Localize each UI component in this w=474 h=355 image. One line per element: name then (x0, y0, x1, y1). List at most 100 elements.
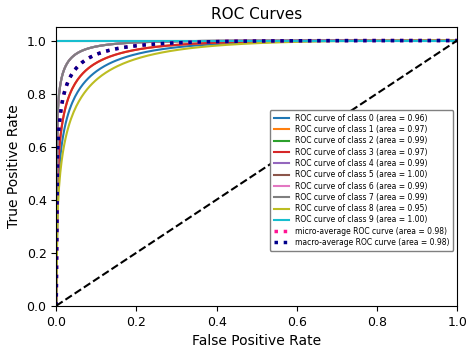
ROC curve of class 7 (area = 0.99) (299, 38, 304, 43)
micro-average ROC curve (area = 0.98) (55, 151, 60, 155)
Line: ROC curve of class 4 (area = 0.99): ROC curve of class 4 (area = 0.99) (56, 40, 457, 306)
macro-average ROC curve (area = 0.98) (292, 39, 298, 43)
ROC curve of class 7 (area = 0.99) (291, 38, 296, 43)
micro-average ROC curve (area = 0.98) (454, 38, 460, 43)
ROC curve of class 9 (area = 1.00) (54, 304, 59, 308)
ROC curve of class 7 (area = 0.99) (391, 38, 397, 43)
ROC curve of class 2 (area = 0.99) (391, 38, 397, 43)
macro-average ROC curve (area = 0.98) (291, 39, 296, 43)
ROC curve of class 2 (area = 0.99) (291, 38, 296, 43)
ROC curve of class 3 (area = 0.97) (454, 38, 460, 43)
ROC curve of class 0 (area = 0.96) (292, 39, 298, 44)
ROC curve of class 5 (area = 1.00) (454, 38, 460, 43)
Line: ROC curve of class 3 (area = 0.97): ROC curve of class 3 (area = 0.97) (56, 40, 457, 306)
ROC curve of class 9 (area = 1.00) (454, 38, 460, 43)
ROC curve of class 0 (area = 0.96) (291, 39, 296, 44)
micro-average ROC curve (area = 0.98) (299, 39, 304, 43)
ROC curve of class 3 (area = 0.97) (55, 176, 60, 181)
ROC curve of class 8 (area = 0.95) (391, 39, 397, 43)
ROC curve of class 0 (area = 0.96) (54, 304, 59, 308)
ROC curve of class 8 (area = 0.95) (55, 211, 60, 215)
ROC curve of class 8 (area = 0.95) (299, 40, 304, 44)
ROC curve of class 1 (area = 0.97) (291, 39, 296, 43)
ROC curve of class 0 (area = 0.96) (299, 39, 304, 43)
Line: ROC curve of class 1 (area = 0.97): ROC curve of class 1 (area = 0.97) (56, 40, 457, 306)
ROC curve of class 4 (area = 0.99) (299, 38, 304, 43)
Legend: ROC curve of class 0 (area = 0.96), ROC curve of class 1 (area = 0.97), ROC curv: ROC curve of class 0 (area = 0.96), ROC … (270, 110, 453, 251)
ROC curve of class 8 (area = 0.95) (54, 304, 59, 308)
Line: ROC curve of class 0 (area = 0.96): ROC curve of class 0 (area = 0.96) (56, 40, 457, 306)
Line: ROC curve of class 2 (area = 0.99): ROC curve of class 2 (area = 0.99) (56, 40, 457, 306)
macro-average ROC curve (area = 0.98) (54, 304, 59, 308)
ROC curve of class 4 (area = 0.99) (55, 113, 60, 118)
macro-average ROC curve (area = 0.98) (299, 39, 304, 43)
micro-average ROC curve (area = 0.98) (291, 39, 296, 43)
ROC curve of class 9 (area = 1.00) (54, 38, 59, 43)
ROC curve of class 8 (area = 0.95) (292, 40, 298, 44)
ROC curve of class 6 (area = 0.99) (454, 38, 460, 43)
macro-average ROC curve (area = 0.98) (454, 38, 460, 43)
ROC curve of class 0 (area = 0.96) (55, 196, 60, 200)
ROC curve of class 1 (area = 0.97) (391, 38, 397, 43)
ROC curve of class 5 (area = 1.00) (54, 304, 59, 308)
micro-average ROC curve (area = 0.98) (292, 39, 298, 43)
Line: ROC curve of class 6 (area = 0.99): ROC curve of class 6 (area = 0.99) (56, 40, 457, 306)
ROC curve of class 6 (area = 0.99) (291, 38, 296, 43)
micro-average ROC curve (area = 0.98) (391, 38, 397, 43)
ROC curve of class 0 (area = 0.96) (391, 38, 397, 43)
ROC curve of class 3 (area = 0.97) (391, 38, 397, 43)
X-axis label: False Positive Rate: False Positive Rate (192, 334, 321, 348)
macro-average ROC curve (area = 0.98) (417, 38, 422, 43)
ROC curve of class 4 (area = 0.99) (54, 304, 59, 308)
micro-average ROC curve (area = 0.98) (417, 38, 422, 43)
ROC curve of class 2 (area = 0.99) (417, 38, 422, 43)
ROC curve of class 4 (area = 0.99) (454, 38, 460, 43)
micro-average ROC curve (area = 0.98) (54, 304, 59, 308)
Line: ROC curve of class 9 (area = 1.00): ROC curve of class 9 (area = 1.00) (56, 40, 457, 306)
ROC curve of class 4 (area = 0.99) (292, 38, 298, 43)
Line: micro-average ROC curve (area = 0.98): micro-average ROC curve (area = 0.98) (56, 40, 457, 306)
ROC curve of class 0 (area = 0.96) (454, 38, 460, 43)
ROC curve of class 2 (area = 0.99) (299, 38, 304, 43)
ROC curve of class 1 (area = 0.97) (55, 176, 60, 181)
ROC curve of class 3 (area = 0.97) (291, 39, 296, 43)
ROC curve of class 4 (area = 0.99) (391, 38, 397, 43)
ROC curve of class 3 (area = 0.97) (292, 39, 298, 43)
ROC curve of class 7 (area = 0.99) (454, 38, 460, 43)
macro-average ROC curve (area = 0.98) (55, 151, 60, 155)
ROC curve of class 0 (area = 0.96) (417, 38, 422, 43)
ROC curve of class 1 (area = 0.97) (454, 38, 460, 43)
ROC curve of class 6 (area = 0.99) (55, 113, 60, 118)
ROC curve of class 1 (area = 0.97) (54, 304, 59, 308)
ROC curve of class 3 (area = 0.97) (299, 39, 304, 43)
ROC curve of class 4 (area = 0.99) (417, 38, 422, 43)
ROC curve of class 7 (area = 0.99) (417, 38, 422, 43)
ROC curve of class 1 (area = 0.97) (417, 38, 422, 43)
ROC curve of class 7 (area = 0.99) (292, 38, 298, 43)
ROC curve of class 5 (area = 1.00) (54, 38, 59, 43)
ROC curve of class 1 (area = 0.97) (299, 39, 304, 43)
ROC curve of class 6 (area = 0.99) (417, 38, 422, 43)
ROC curve of class 4 (area = 0.99) (291, 38, 296, 43)
Y-axis label: True Positive Rate: True Positive Rate (7, 105, 21, 228)
macro-average ROC curve (area = 0.98) (391, 38, 397, 43)
ROC curve of class 2 (area = 0.99) (55, 113, 60, 118)
ROC curve of class 7 (area = 0.99) (54, 304, 59, 308)
ROC curve of class 8 (area = 0.95) (417, 38, 422, 43)
ROC curve of class 2 (area = 0.99) (292, 38, 298, 43)
ROC curve of class 6 (area = 0.99) (299, 38, 304, 43)
ROC curve of class 2 (area = 0.99) (54, 304, 59, 308)
ROC curve of class 7 (area = 0.99) (55, 113, 60, 118)
Line: ROC curve of class 7 (area = 0.99): ROC curve of class 7 (area = 0.99) (56, 40, 457, 306)
ROC curve of class 6 (area = 0.99) (292, 38, 298, 43)
Line: ROC curve of class 5 (area = 1.00): ROC curve of class 5 (area = 1.00) (56, 40, 457, 306)
Title: ROC Curves: ROC Curves (211, 7, 302, 22)
ROC curve of class 8 (area = 0.95) (291, 40, 296, 44)
Line: ROC curve of class 8 (area = 0.95): ROC curve of class 8 (area = 0.95) (56, 40, 457, 306)
Line: macro-average ROC curve (area = 0.98): macro-average ROC curve (area = 0.98) (56, 40, 457, 306)
ROC curve of class 3 (area = 0.97) (54, 304, 59, 308)
ROC curve of class 8 (area = 0.95) (454, 38, 460, 43)
ROC curve of class 6 (area = 0.99) (391, 38, 397, 43)
ROC curve of class 2 (area = 0.99) (454, 38, 460, 43)
ROC curve of class 6 (area = 0.99) (54, 304, 59, 308)
